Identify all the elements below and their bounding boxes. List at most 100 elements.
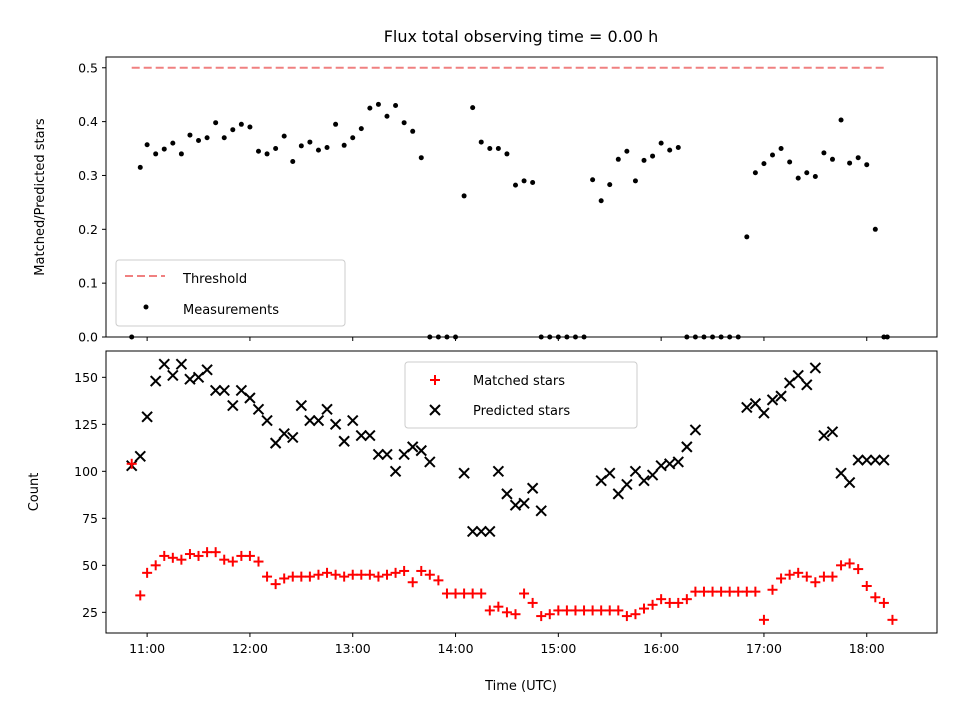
measurement-point — [572, 334, 578, 340]
top-y-tick-label: 0.2 — [78, 222, 98, 237]
matched-star-point — [433, 575, 444, 586]
matched-star-point — [193, 550, 204, 561]
measurement-point — [129, 334, 135, 340]
measurement-point — [264, 151, 270, 157]
legend-measurements-label: Measurements — [183, 303, 279, 318]
matched-star-point — [450, 588, 461, 599]
predicted-star-point — [869, 454, 882, 466]
measurement-point — [872, 226, 878, 232]
top-y-tick-label: 0.4 — [78, 114, 98, 129]
matched-star-point — [878, 597, 889, 608]
legend-predicted-label: Predicted stars — [473, 404, 570, 419]
matched-star-point — [690, 586, 701, 597]
matched-star-point — [441, 588, 452, 599]
matched-star-point — [184, 549, 195, 560]
predicted-star-point — [475, 525, 487, 538]
predicted-star-point — [184, 373, 196, 385]
matched-star-point — [424, 569, 435, 580]
measurement-point — [692, 334, 698, 340]
measurement-point — [333, 121, 339, 127]
measurement-point — [384, 113, 390, 119]
measurement-point — [598, 198, 604, 204]
measurement-point — [495, 146, 501, 152]
predicted-star-point — [604, 467, 616, 479]
measurement-point — [187, 132, 193, 138]
matched-star-point — [844, 558, 855, 569]
measurement-point — [547, 334, 553, 340]
top-y-ticks: 0.0 0.1 0.2 0.3 0.4 0.5 — [78, 60, 106, 345]
measurement-point — [555, 334, 561, 340]
predicted-star-point — [535, 505, 547, 517]
predicted-star-point — [167, 369, 179, 382]
predicted-star-point — [134, 450, 146, 462]
matched-star-point — [227, 556, 238, 567]
legend-matched-swatch — [430, 375, 440, 385]
measurement-point — [838, 117, 844, 123]
measurement-point — [341, 142, 347, 148]
measurement-point — [530, 179, 536, 185]
measurement-point — [744, 234, 750, 240]
bottom-panel: 25 50 75 100 125 150 11:00 12:00 13:00 14:00 15:0… — [27, 350, 938, 694]
predicted-star-point — [758, 407, 770, 419]
measurement-point — [675, 144, 681, 150]
matched-star-point — [536, 611, 547, 622]
measurement-point — [247, 124, 253, 130]
predicted-star-point — [612, 488, 625, 500]
matched-star-point — [818, 571, 829, 582]
bottom-y-axis-label: Count — [27, 473, 42, 512]
predicted-star-point — [749, 397, 762, 410]
predicted-star-point — [201, 364, 213, 376]
matched-star-point — [870, 592, 881, 603]
bottom-x-tick-label: 15:00 — [540, 641, 576, 656]
predicted-star-point — [321, 403, 333, 415]
measurement-point — [761, 161, 767, 167]
measurement-point — [884, 334, 890, 340]
matched-star-point — [467, 588, 478, 599]
predicted-star-point — [835, 467, 847, 479]
matched-star-point — [707, 586, 718, 597]
predicted-star-point — [244, 392, 256, 404]
measurement-point — [684, 334, 690, 340]
measurement-point — [795, 175, 801, 181]
predicted-star-point — [655, 459, 667, 472]
predicted-star-point — [861, 454, 873, 466]
matched-star-point — [210, 547, 221, 558]
predicted-star-point — [672, 456, 684, 468]
measurement-point — [538, 334, 544, 340]
predicted-star-point — [792, 369, 804, 382]
matched-star-point — [356, 569, 367, 580]
matched-star-point — [519, 588, 530, 599]
predicted-star-point — [638, 475, 650, 487]
top-y-axis-label: Matched/Predicted stars — [33, 118, 48, 276]
bottom-x-tick-label: 17:00 — [746, 641, 782, 656]
predicted-star-point — [355, 429, 368, 442]
bottom-x-axis-label: Time (UTC) — [484, 679, 557, 694]
measurement-point — [710, 334, 716, 340]
predicted-star-point — [843, 476, 856, 489]
matched-star-point — [810, 577, 821, 588]
measurement-point — [238, 121, 244, 127]
matched-star-point — [244, 550, 255, 561]
matched-star-point — [399, 565, 410, 576]
top-legend-box — [115, 259, 346, 327]
matched-star-point — [861, 581, 872, 591]
bottom-y-tick-label: 150 — [74, 370, 98, 385]
matched-star-point — [853, 564, 864, 575]
bottom-marks — [125, 358, 898, 625]
measurement-point — [855, 155, 861, 161]
matched-star-point — [621, 611, 632, 622]
bottom-y-tick-label: 75 — [82, 511, 98, 526]
matched-star-point — [639, 603, 650, 614]
matched-star-point — [664, 597, 675, 608]
matched-star-point — [681, 594, 692, 605]
matched-star-point — [236, 550, 247, 561]
top-plot-area — [105, 56, 938, 338]
matched-star-point — [776, 573, 787, 584]
chart-title: Flux total observing time = 0.00 h — [384, 27, 659, 46]
measurement-point — [144, 142, 150, 148]
matched-star-point — [656, 594, 667, 605]
matched-star-point — [476, 588, 487, 599]
measurement-point — [804, 170, 810, 176]
bottom-legend-box — [404, 361, 638, 429]
measurement-point — [137, 164, 143, 170]
